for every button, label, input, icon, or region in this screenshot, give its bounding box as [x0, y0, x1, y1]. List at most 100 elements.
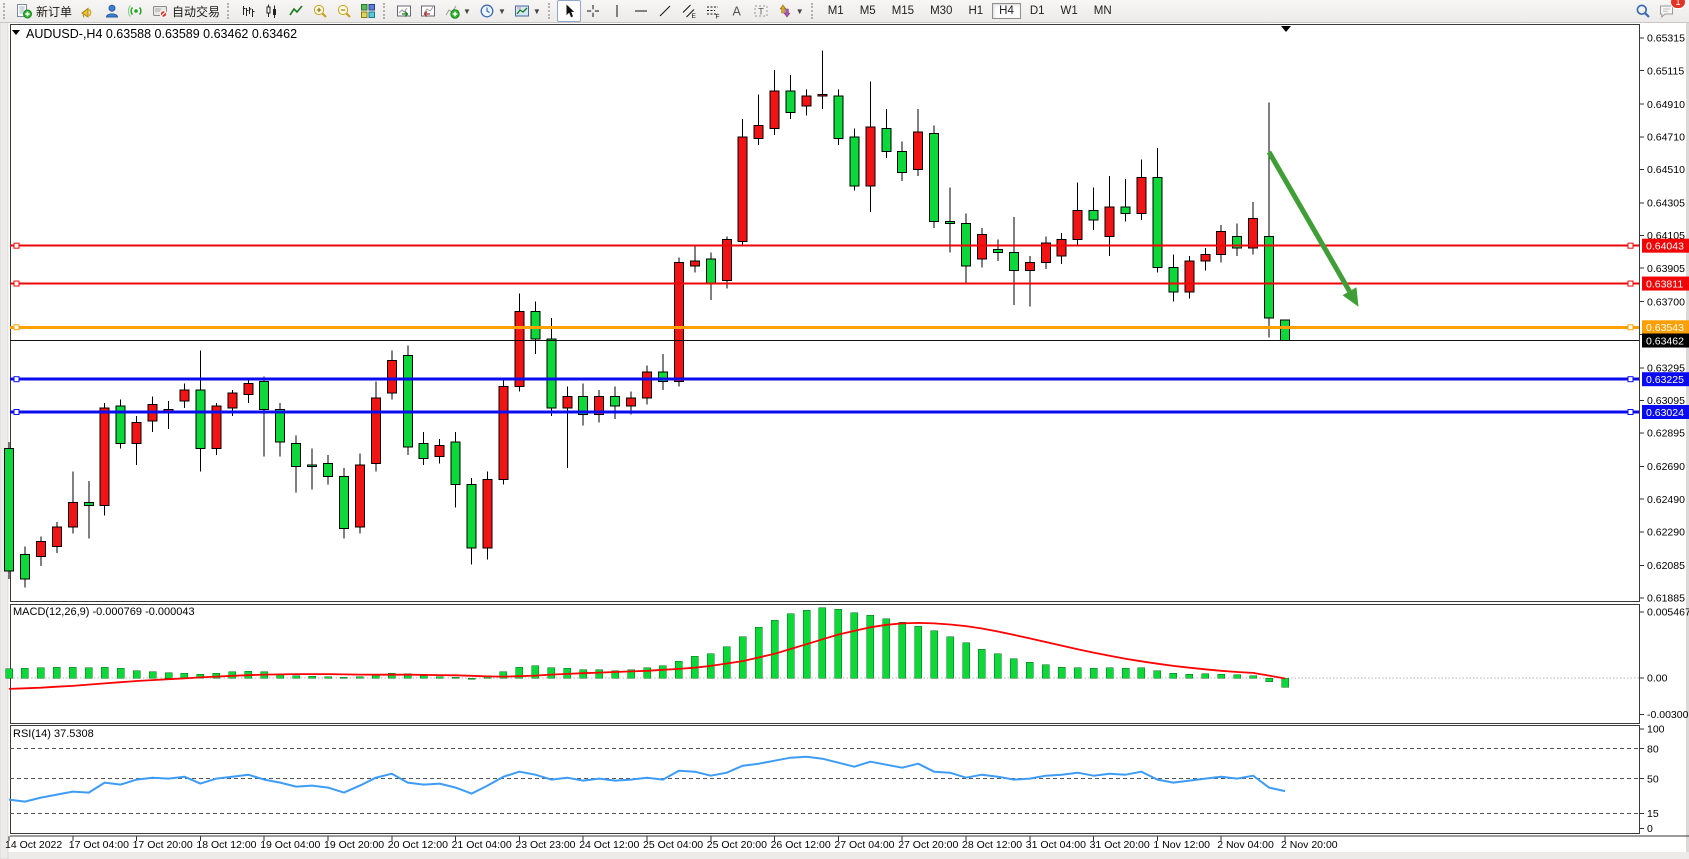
text-tool-button[interactable]: A — [725, 0, 749, 22]
toolbar-grip[interactable] — [227, 3, 232, 19]
rsi-axis-label: 100 — [1647, 723, 1665, 735]
new-order-button[interactable]: 新订单 — [12, 0, 76, 22]
hline-handle[interactable] — [1627, 280, 1634, 287]
tile-windows-button[interactable] — [356, 0, 380, 22]
chart-line-button[interactable] — [284, 0, 308, 22]
candle-bear — [610, 395, 621, 407]
arrow-shaft[interactable] — [1266, 150, 1352, 293]
timeframe-M1-button[interactable]: M1 — [827, 5, 844, 17]
macd-histogram-bar — [1089, 668, 1098, 679]
channel-tool-button[interactable]: E — [677, 0, 701, 22]
trendline-tool-button[interactable] — [653, 0, 677, 22]
label-tool-button[interactable]: T — [749, 0, 773, 22]
horn-button[interactable] — [76, 0, 100, 22]
hline-handle[interactable] — [1627, 376, 1634, 383]
dropdown-caret-icon[interactable]: ▼ — [463, 6, 471, 16]
timeframe-W1-button[interactable]: W1 — [1060, 5, 1078, 17]
time-tick-label: 17 Oct 04:00 — [69, 839, 129, 851]
arrow-head[interactable] — [1342, 287, 1359, 307]
chart-shift-marker-icon[interactable] — [1281, 26, 1291, 32]
horizontal-line-0.63811[interactable]: 0.63811 — [10, 276, 1689, 291]
horizontal-line-0.63543[interactable]: 0.63543 — [10, 320, 1689, 335]
horizontal-line-0.64043[interactable]: 0.64043 — [10, 238, 1689, 253]
chart-candles-button[interactable] — [260, 0, 284, 22]
timeframe-M15-button[interactable]: M15 — [891, 5, 915, 17]
timeframe-D1-button[interactable]: D1 — [1029, 5, 1045, 17]
price-tick-label: 0.63295 — [1647, 362, 1685, 374]
macd-histogram-bar — [324, 676, 332, 679]
macd-histogram-bar — [1169, 672, 1178, 679]
autotrading-button[interactable]: 自动交易 — [148, 0, 224, 22]
indicators-button[interactable]: ▼ — [440, 0, 475, 22]
candle-bull — [386, 359, 397, 394]
axis-price-box-label: 0.63543 — [1646, 322, 1684, 334]
candle-bull — [35, 541, 46, 557]
shapes-tool-button[interactable]: ▼ — [773, 0, 808, 22]
timeframe-H4-button[interactable]: H4 — [992, 3, 1021, 19]
hline-handle[interactable] — [13, 324, 20, 331]
chart-shift-button[interactable] — [416, 0, 440, 22]
dropdown-caret-icon[interactable]: ▼ — [532, 6, 541, 16]
cursor-button[interactable] — [556, 0, 581, 22]
new-order-label: 新订单 — [36, 4, 73, 19]
notifications-button[interactable]: 1 — [1655, 0, 1686, 22]
candle-bear — [323, 462, 333, 477]
candle-bear — [578, 395, 589, 415]
crosshair-button[interactable] — [581, 0, 605, 22]
dropdown-caret-icon[interactable]: ▼ — [795, 6, 804, 16]
templates-button[interactable]: ▼ — [510, 0, 545, 22]
timeframe-M5-button[interactable]: M5 — [859, 5, 876, 17]
macd-histogram-bar — [180, 672, 189, 679]
fibo-tool-button[interactable]: F — [701, 0, 725, 22]
rsi-indicator-label: RSI(14) 37.5308 — [13, 728, 94, 740]
crosshair-icon — [586, 5, 599, 17]
candle-bear — [1280, 319, 1290, 342]
time-axis[interactable]: 14 Oct 2022 17 Oct 04:00 17 Oct 20:00 18 Oc… — [5, 835, 1689, 851]
cursor-icon — [566, 4, 574, 18]
periods-button[interactable]: ▼ — [475, 0, 510, 22]
zoom-out-button[interactable] — [332, 0, 356, 22]
hline-handle[interactable] — [13, 280, 20, 287]
candle-bull — [1136, 177, 1147, 215]
symbol-dropdown-icon[interactable] — [12, 30, 20, 35]
dropdown-caret-icon[interactable]: ▼ — [497, 6, 506, 16]
signals-button[interactable] — [124, 0, 148, 22]
zoom-in-button[interactable] — [308, 0, 332, 22]
hline-tool-button[interactable] — [629, 0, 653, 22]
auto-scroll-button[interactable] — [392, 0, 416, 22]
macd-histogram-bar — [37, 667, 45, 679]
toolbar-grip[interactable] — [810, 3, 816, 19]
hline-handle[interactable] — [13, 376, 20, 383]
timeframe-M30-button[interactable]: M30 — [930, 5, 953, 17]
search-button[interactable] — [1631, 0, 1655, 22]
hline-handle[interactable] — [1627, 324, 1634, 331]
macd-histogram-bar — [754, 627, 763, 679]
hline-handle[interactable] — [1627, 409, 1634, 416]
timeframe-MN-button[interactable]: MN — [1093, 5, 1112, 17]
hline-handle[interactable] — [13, 409, 20, 416]
vline-tool-button[interactable] — [605, 0, 629, 22]
time-tick-label: 2 Nov 04:00 — [1217, 839, 1274, 851]
timeframe-H1-button[interactable]: H1 — [968, 5, 984, 17]
window-right-edge[interactable] — [1686, 22, 1689, 852]
new-order-icon — [17, 4, 32, 19]
toolbar-grip[interactable] — [383, 3, 388, 19]
hline-handle[interactable] — [13, 242, 20, 249]
time-tick-label: 24 Oct 12:00 — [579, 839, 639, 851]
trend-arrow-annotation[interactable] — [1266, 150, 1359, 307]
horizontal-line-0.63024[interactable]: 0.63024 — [10, 405, 1689, 420]
macd-histogram-bar — [451, 677, 460, 679]
horizontal-line-0.63225[interactable]: 0.63225 — [10, 372, 1689, 387]
hline-handle[interactable] — [1627, 242, 1634, 249]
candle-bull — [689, 260, 700, 267]
bid-price-line[interactable]: 0.63462 — [10, 333, 1689, 348]
toolbar-grip[interactable] — [3, 3, 8, 19]
macd-histogram-bar — [1137, 667, 1146, 679]
community-button[interactable] — [100, 0, 124, 22]
candle-bull — [354, 464, 365, 528]
toolbar-grip[interactable] — [547, 3, 553, 19]
candle-bear — [1168, 266, 1179, 293]
macd-pane: 0.005467 0.00 -0.003009 MACD(12,26,9) -0.00… — [5, 606, 1689, 721]
chart-bars-button[interactable] — [236, 0, 260, 22]
